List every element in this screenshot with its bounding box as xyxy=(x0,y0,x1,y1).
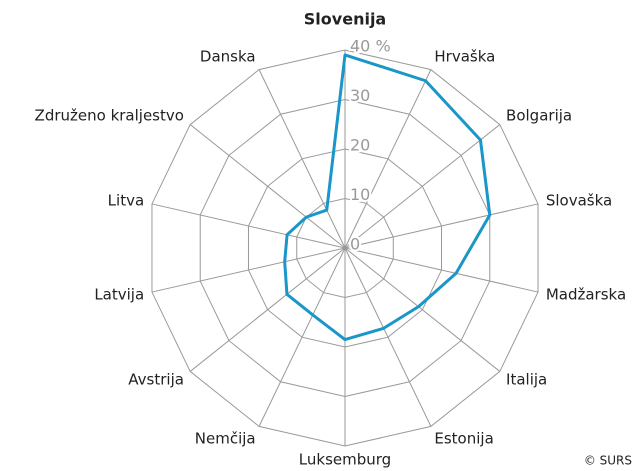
category-label: Združeno kraljestvo xyxy=(35,106,184,124)
tick-label: 30 xyxy=(350,86,370,105)
tick-label: 10 xyxy=(350,185,370,204)
tick-label: 0 xyxy=(350,235,360,254)
grid-ring xyxy=(247,148,443,348)
grid-ring xyxy=(199,98,491,398)
grid-ring xyxy=(296,197,394,299)
category-label: Madžarska xyxy=(546,286,626,304)
category-label: Avstrija xyxy=(128,371,184,389)
grid-ring xyxy=(151,49,539,447)
tick-label: 40 % xyxy=(350,37,391,56)
category-label: Danska xyxy=(200,47,256,65)
category-label: Latvija xyxy=(94,286,144,304)
category-label: Nemčija xyxy=(195,430,256,448)
chart-title: Slovenija xyxy=(304,10,386,29)
category-label: Slovaška xyxy=(546,191,612,209)
data-line xyxy=(283,53,492,342)
category-label: Italija xyxy=(506,371,547,389)
source: © SURS xyxy=(584,454,632,468)
category-label: Luksemburg xyxy=(299,451,391,469)
category-label: Litva xyxy=(108,191,144,209)
category-label: Bolgarija xyxy=(506,106,572,124)
category-label: Estonija xyxy=(434,430,493,448)
category-label: Hrvaška xyxy=(434,47,495,65)
tick-label: 20 xyxy=(350,136,370,155)
